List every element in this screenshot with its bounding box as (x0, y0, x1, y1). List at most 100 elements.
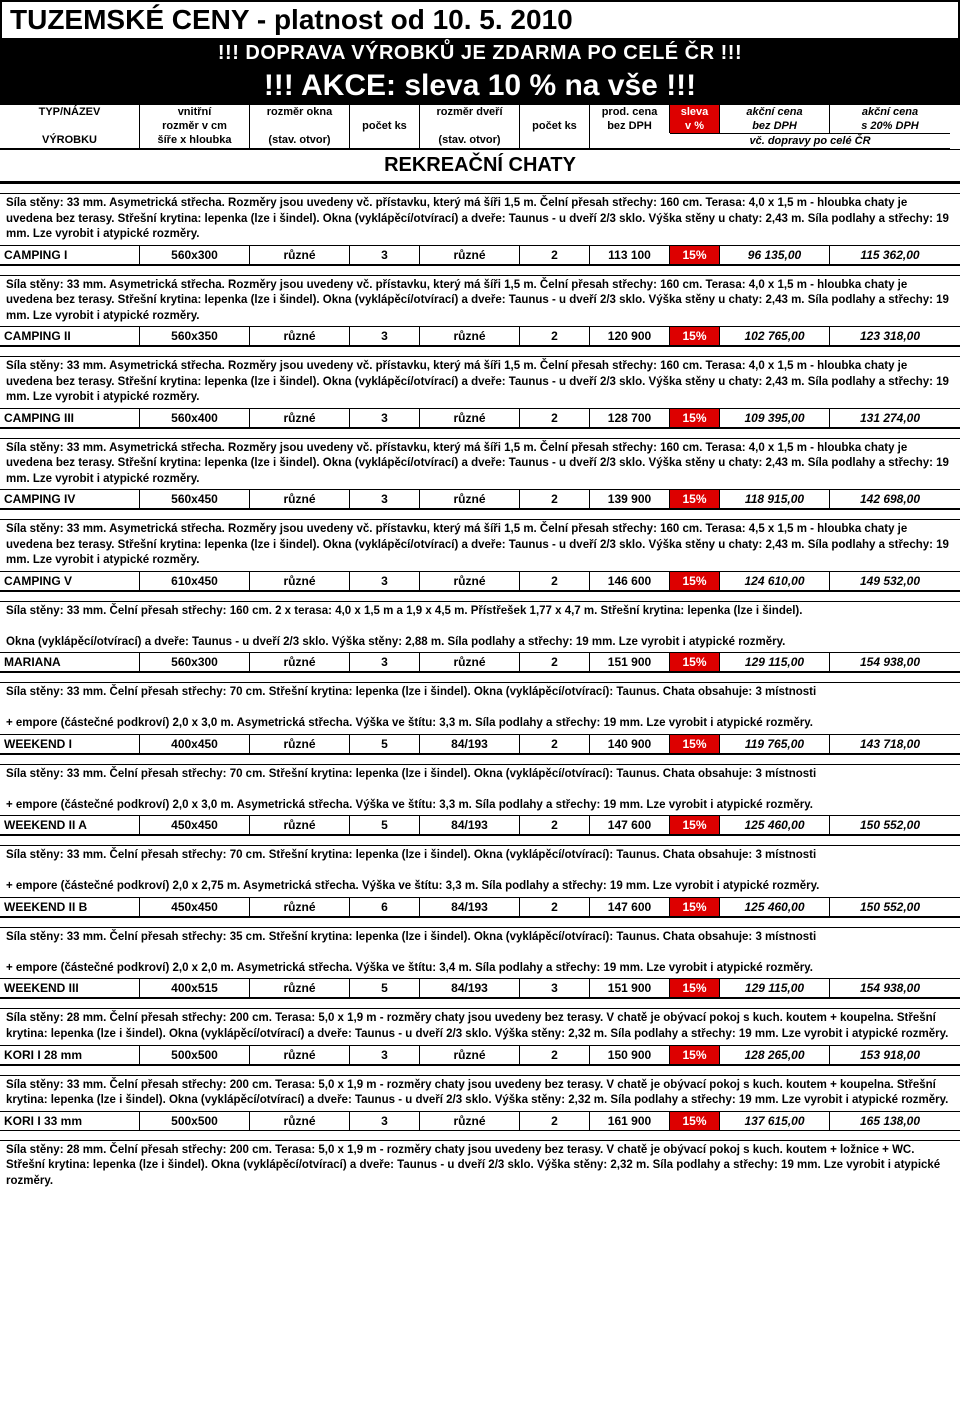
product-cena: 140 900 (590, 735, 670, 753)
hdr-empty (350, 105, 420, 119)
product-dph: 150 552,00 (830, 816, 950, 834)
hdr-akcni: akční cena (720, 105, 830, 119)
hdr-r2: počet ks (520, 119, 590, 133)
product-dim: 560x400 (140, 409, 250, 427)
product-dph: 131 274,00 (830, 409, 950, 427)
product-name: KORI I 28 mm (0, 1046, 140, 1064)
product-name: MARIANA (0, 653, 140, 671)
spacer (0, 592, 960, 602)
product-akcni: 102 765,00 (720, 327, 830, 345)
product-dph: 123 318,00 (830, 327, 950, 345)
product-dph: 165 138,00 (830, 1112, 950, 1130)
hdr-r2: v % (670, 119, 720, 133)
product-sleva: 15% (670, 816, 720, 834)
product-description: Síla stěny: 33 mm. Čelní přesah střechy:… (0, 765, 960, 816)
product-data-row: KORI I 28 mm500x500různé3různé2150 90015… (0, 1045, 960, 1065)
spacer (0, 266, 960, 276)
product-okno-ks: 3 (350, 1112, 420, 1130)
product-okno-ks: 3 (350, 572, 420, 590)
product-cena: 147 600 (590, 816, 670, 834)
product-sleva: 15% (670, 490, 720, 508)
spacer (0, 510, 960, 520)
spacer (0, 673, 960, 683)
product-dvere-ks: 2 (520, 327, 590, 345)
product-okno: různé (250, 327, 350, 345)
product-dim: 450x450 (140, 816, 250, 834)
product-name: WEEKEND II A (0, 816, 140, 834)
section-title: REKREAČNÍ CHATY (0, 150, 960, 183)
product-name: WEEKEND I (0, 735, 140, 753)
product-okno: různé (250, 490, 350, 508)
product-okno: různé (250, 1046, 350, 1064)
product-dvere: různé (420, 409, 520, 427)
product-description: Síla stěny: 33 mm. Asymetrická střecha. … (0, 439, 960, 490)
product-data-row: WEEKEND I400x450různé584/1932140 90015%1… (0, 734, 960, 754)
product-okno-ks: 3 (350, 1046, 420, 1064)
product-data-row: WEEKEND III400x515různé584/1933151 90015… (0, 978, 960, 998)
product-description: Síla stěny: 33 mm. Čelní přesah střechy:… (0, 846, 960, 897)
product-dvere-ks: 2 (520, 735, 590, 753)
trailing-description: Síla stěny: 28 mm. Čelní přesah střechy:… (0, 1141, 960, 1192)
product-sleva: 15% (670, 1112, 720, 1130)
product-dim: 560x350 (140, 327, 250, 345)
spacer (0, 184, 960, 194)
product-description: Síla stěny: 33 mm. Asymetrická střecha. … (0, 194, 960, 245)
product-sleva: 15% (670, 979, 720, 997)
column-headers: TYP/NÁZEV vnitřní rozměr okna rozměr dve… (0, 105, 960, 150)
product-block: Síla stěny: 33 mm. Čelní přesah střechy:… (0, 754, 960, 836)
product-data-row: CAMPING IV560x450různé3různé2139 90015%1… (0, 489, 960, 509)
product-dim: 500x500 (140, 1046, 250, 1064)
product-okno: různé (250, 735, 350, 753)
product-dim: 450x450 (140, 898, 250, 916)
product-cena: 151 900 (590, 979, 670, 997)
product-okno: různé (250, 898, 350, 916)
product-dph: 149 532,00 (830, 572, 950, 590)
product-block: Síla stěny: 33 mm. Čelní přesah střechy:… (0, 917, 960, 999)
product-name: WEEKEND II B (0, 898, 140, 916)
hdr-r3 (350, 133, 420, 149)
spacer (0, 999, 960, 1009)
product-dim: 560x450 (140, 490, 250, 508)
product-block: Síla stěny: 33 mm. Čelní přesah střechy:… (0, 835, 960, 917)
spacer (0, 1066, 960, 1076)
product-name: CAMPING II (0, 327, 140, 345)
spacer (0, 918, 960, 928)
hdr-cena: prod. cena (590, 105, 670, 119)
hdr-akcni-dph: akční cena (830, 105, 950, 119)
product-cena: 150 900 (590, 1046, 670, 1064)
hdr-doprava-note: vč. dopravy po celé ČR (670, 133, 950, 149)
product-dvere-ks: 2 (520, 898, 590, 916)
hdr-okno: rozměr okna (250, 105, 350, 119)
product-data-row: KORI I 33 mm500x500různé3různé2161 90015… (0, 1111, 960, 1131)
product-data-row: CAMPING III560x400různé3různé2128 70015%… (0, 408, 960, 428)
hdr-r3: (stav. otvor) (420, 133, 520, 149)
product-dvere: 84/193 (420, 735, 520, 753)
product-akcni: 124 610,00 (720, 572, 830, 590)
product-dvere-ks: 2 (520, 816, 590, 834)
product-akcni: 125 460,00 (720, 898, 830, 916)
product-okno-ks: 6 (350, 898, 420, 916)
product-cena: 151 900 (590, 653, 670, 671)
hdr-r2: bez DPH (720, 119, 830, 133)
product-dvere-ks: 2 (520, 1046, 590, 1064)
hdr-r2: bez DPH (590, 119, 670, 133)
product-name: KORI I 33 mm (0, 1112, 140, 1130)
product-name: CAMPING V (0, 572, 140, 590)
product-dph: 115 362,00 (830, 246, 950, 264)
product-okno-ks: 5 (350, 816, 420, 834)
product-dph: 150 552,00 (830, 898, 950, 916)
product-dph: 154 938,00 (830, 979, 950, 997)
product-sleva: 15% (670, 327, 720, 345)
product-dim: 560x300 (140, 653, 250, 671)
product-okno: různé (250, 246, 350, 264)
product-data-row: WEEKEND II A450x450různé584/1932147 6001… (0, 815, 960, 835)
product-block: Síla stěny: 33 mm. Asymetrická střecha. … (0, 265, 960, 347)
product-okno: různé (250, 816, 350, 834)
product-cena: 113 100 (590, 246, 670, 264)
shipping-banner: !!! DOPRAVA VÝROBKŮ JE ZDARMA PO CELÉ ČR… (0, 40, 960, 67)
product-dvere: různé (420, 572, 520, 590)
product-description: Síla stěny: 33 mm. Asymetrická střecha. … (0, 276, 960, 327)
product-dph: 153 918,00 (830, 1046, 950, 1064)
product-cena: 120 900 (590, 327, 670, 345)
page-title: TUZEMSKÉ CENY - platnost od 10. 5. 2010 (10, 4, 950, 36)
